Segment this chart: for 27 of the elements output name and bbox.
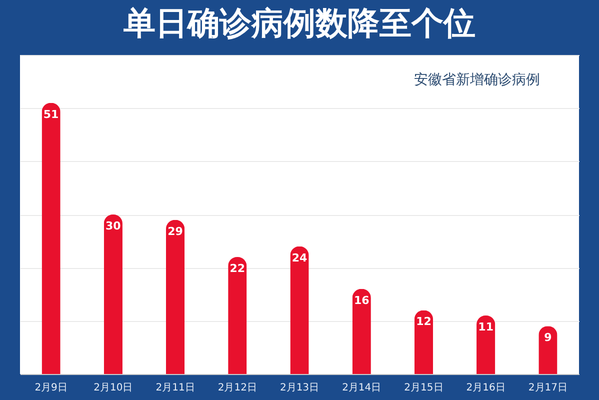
bar (42, 102, 60, 374)
bar (414, 310, 434, 374)
bar (228, 257, 247, 374)
x-tick-label: 2月17日 (528, 382, 568, 394)
data-label: 16 (354, 294, 370, 307)
data-label: 29 (168, 224, 183, 238)
bar (104, 214, 122, 374)
x-tick-label: 2月16日 (466, 382, 506, 394)
data-label: 51 (43, 108, 59, 121)
bar (166, 220, 185, 374)
data-label: 12 (416, 315, 432, 328)
x-tick-label: 2月12日 (218, 382, 257, 394)
bar (352, 288, 371, 374)
x-tick-label: 2月11日 (156, 382, 195, 394)
data-label: 9 (544, 331, 552, 344)
x-tick-label: 2月9日 (34, 382, 68, 394)
text: 安徽省新增确诊病例 (414, 72, 540, 88)
data-label: 30 (106, 220, 122, 232)
data-label: 11 (478, 320, 494, 334)
data-label: 22 (230, 262, 246, 276)
x-tick-label: 2月15日 (404, 382, 444, 394)
bar (290, 246, 309, 374)
chart-title: 单日确诊病例数降至个位 (122, 4, 476, 42)
x-tick-label: 2月13日 (280, 382, 320, 394)
data-label: 24 (292, 251, 308, 264)
x-tick-label: 2月10日 (94, 382, 133, 394)
x-tick-label: 2月14日 (342, 382, 382, 394)
